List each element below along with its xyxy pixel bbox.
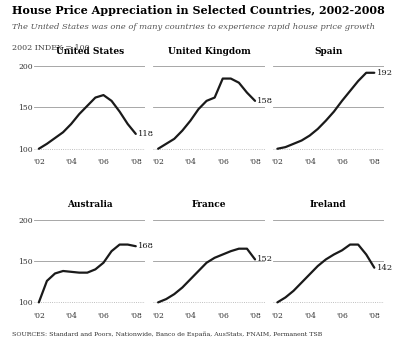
Text: House Price Appreciation in Selected Countries, 2002-2008: House Price Appreciation in Selected Cou… [12,5,385,16]
Text: The United States was one of many countries to experience rapid house price grow: The United States was one of many countr… [12,23,375,31]
Text: SOURCES: Standard and Poors, Nationwide, Banco de España, AusStats, FNAIM, Perma: SOURCES: Standard and Poors, Nationwide,… [12,332,322,337]
Title: United States: United States [56,47,124,56]
Title: United Kingdom: United Kingdom [168,47,250,56]
Title: Spain: Spain [314,47,342,56]
Text: 142: 142 [377,264,393,272]
Text: 192: 192 [377,69,393,77]
Text: 118: 118 [138,130,154,138]
Text: 152: 152 [258,256,274,264]
Title: Australia: Australia [67,200,112,209]
Title: Ireland: Ireland [310,200,346,209]
Title: France: France [192,200,226,209]
Text: 158: 158 [258,97,274,105]
Text: 2002 INDEX = 100: 2002 INDEX = 100 [12,44,90,52]
Text: 168: 168 [138,242,154,250]
